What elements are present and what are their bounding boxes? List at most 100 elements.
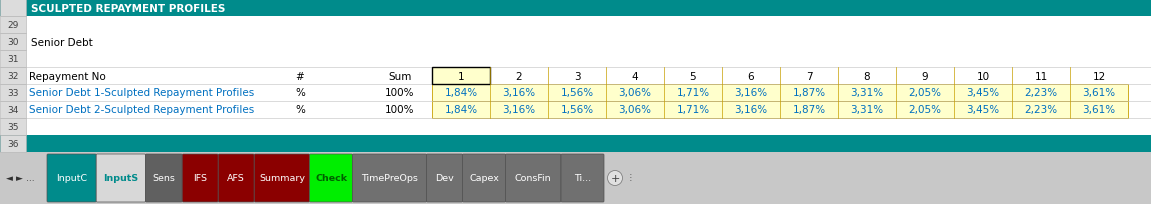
- Text: Senior Debt 1-Sculpted Repayment Profiles: Senior Debt 1-Sculpted Repayment Profile…: [29, 88, 254, 98]
- Text: 32: 32: [7, 72, 18, 81]
- FancyBboxPatch shape: [463, 154, 505, 202]
- Text: Check: Check: [315, 174, 348, 183]
- Text: 35: 35: [7, 122, 18, 131]
- Text: 31: 31: [7, 55, 18, 64]
- Text: 7: 7: [806, 71, 813, 81]
- Text: 1,71%: 1,71%: [677, 105, 709, 115]
- Text: 2,23%: 2,23%: [1024, 88, 1058, 98]
- Text: 3,06%: 3,06%: [618, 88, 651, 98]
- Text: +: +: [610, 173, 619, 183]
- Text: %: %: [295, 88, 305, 98]
- Text: Senior Debt: Senior Debt: [31, 37, 93, 47]
- FancyBboxPatch shape: [97, 154, 145, 202]
- Text: 3,06%: 3,06%: [618, 105, 651, 115]
- Text: 2: 2: [516, 71, 523, 81]
- FancyBboxPatch shape: [310, 154, 352, 202]
- Text: 12: 12: [1092, 71, 1106, 81]
- Text: Senior Debt 2-Sculpted Repayment Profiles: Senior Debt 2-Sculpted Repayment Profile…: [29, 105, 254, 115]
- Text: Sens: Sens: [152, 174, 175, 183]
- FancyBboxPatch shape: [352, 154, 427, 202]
- Text: 11: 11: [1035, 71, 1047, 81]
- Text: ⁝: ⁝: [630, 173, 633, 183]
- Text: 1,56%: 1,56%: [561, 88, 594, 98]
- Text: #: #: [296, 71, 304, 81]
- Text: 1,87%: 1,87%: [792, 88, 825, 98]
- Text: Dev: Dev: [435, 174, 453, 183]
- Bar: [0, 34, 26, 51]
- Text: 3,16%: 3,16%: [734, 105, 768, 115]
- FancyBboxPatch shape: [561, 154, 604, 202]
- Bar: [0, 135, 26, 152]
- Bar: [0, 68, 1151, 85]
- Text: 5: 5: [689, 71, 696, 81]
- Text: 34: 34: [7, 105, 18, 114]
- Text: SCULPTED REPAYMENT PROFILES: SCULPTED REPAYMENT PROFILES: [31, 3, 226, 13]
- Text: 3,61%: 3,61%: [1082, 88, 1115, 98]
- Text: TimePreOps: TimePreOps: [361, 174, 418, 183]
- Bar: [432, 85, 1128, 102]
- Bar: [0, 85, 1151, 102]
- Bar: [0, 17, 26, 34]
- Text: 6: 6: [748, 71, 754, 81]
- Bar: [0, 135, 1151, 152]
- Text: Summary: Summary: [259, 174, 305, 183]
- Text: Repayment No: Repayment No: [29, 71, 106, 81]
- Bar: [0, 17, 1151, 34]
- Text: IFS: IFS: [193, 174, 207, 183]
- Text: ConsFin: ConsFin: [514, 174, 551, 183]
- Bar: [0, 51, 1151, 68]
- Text: AFS: AFS: [228, 174, 245, 183]
- Text: ►: ►: [16, 174, 23, 183]
- Text: %: %: [295, 105, 305, 115]
- Text: 2,05%: 2,05%: [908, 105, 942, 115]
- Text: 3,31%: 3,31%: [851, 88, 884, 98]
- Text: ...: ...: [26, 174, 35, 183]
- Bar: [0, 118, 26, 135]
- FancyBboxPatch shape: [254, 154, 310, 202]
- Bar: [0, 0, 1151, 17]
- Text: 1,87%: 1,87%: [792, 105, 825, 115]
- Text: 4: 4: [632, 71, 639, 81]
- Text: 3: 3: [573, 71, 580, 81]
- Bar: [432, 68, 490, 85]
- Text: 1,84%: 1,84%: [444, 88, 478, 98]
- Bar: [0, 0, 26, 17]
- Text: InputS: InputS: [104, 174, 138, 183]
- Bar: [0, 118, 1151, 135]
- Text: 33: 33: [7, 89, 18, 98]
- Bar: [0, 51, 26, 68]
- Bar: [0, 68, 26, 85]
- Text: 2,23%: 2,23%: [1024, 105, 1058, 115]
- FancyBboxPatch shape: [47, 154, 97, 202]
- Text: 30: 30: [7, 38, 18, 47]
- FancyBboxPatch shape: [505, 154, 561, 202]
- Text: 36: 36: [7, 139, 18, 148]
- Circle shape: [608, 171, 623, 186]
- Text: Capex: Capex: [470, 174, 500, 183]
- Text: 1: 1: [458, 71, 464, 81]
- FancyBboxPatch shape: [182, 154, 219, 202]
- Text: 100%: 100%: [386, 88, 414, 98]
- Text: 3,16%: 3,16%: [503, 105, 535, 115]
- Bar: [0, 102, 1151, 118]
- Bar: [0, 102, 26, 118]
- Bar: [0, 85, 26, 102]
- Text: 1,56%: 1,56%: [561, 105, 594, 115]
- Text: 3,45%: 3,45%: [967, 105, 999, 115]
- Text: 2,05%: 2,05%: [908, 88, 942, 98]
- Text: InputC: InputC: [56, 174, 87, 183]
- Bar: [432, 102, 1128, 118]
- Bar: [0, 152, 1151, 204]
- Text: 3,31%: 3,31%: [851, 105, 884, 115]
- Text: 3,16%: 3,16%: [503, 88, 535, 98]
- Text: 100%: 100%: [386, 105, 414, 115]
- Text: 3,16%: 3,16%: [734, 88, 768, 98]
- Text: ◄: ◄: [6, 174, 13, 183]
- Text: 10: 10: [976, 71, 990, 81]
- Bar: [0, 34, 1151, 51]
- Text: 9: 9: [922, 71, 929, 81]
- FancyBboxPatch shape: [427, 154, 463, 202]
- Text: 29: 29: [7, 21, 18, 30]
- Text: 3,61%: 3,61%: [1082, 105, 1115, 115]
- Text: 1,71%: 1,71%: [677, 88, 709, 98]
